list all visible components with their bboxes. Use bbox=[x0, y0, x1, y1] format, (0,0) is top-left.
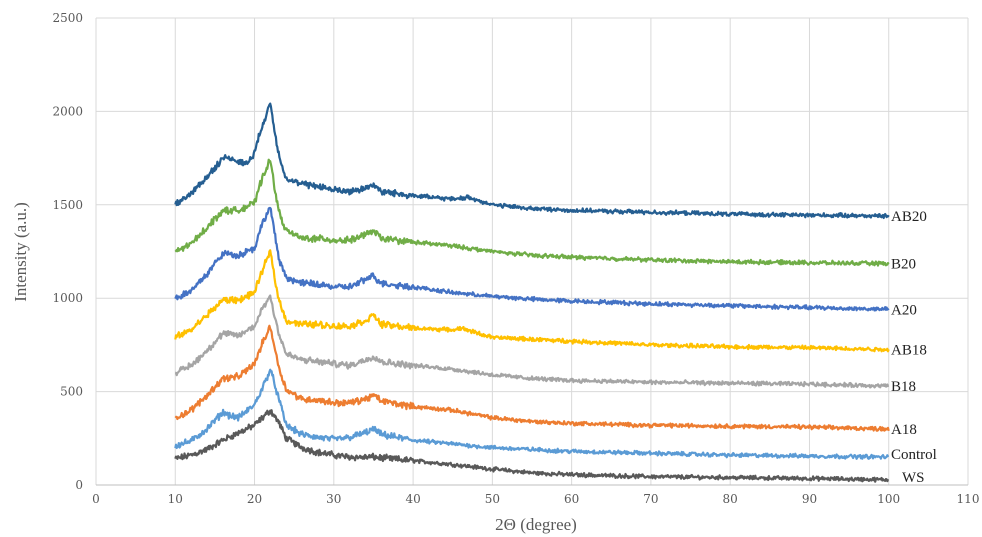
series-label-b18: B18 bbox=[891, 379, 916, 395]
series-label-ab20: AB20 bbox=[891, 209, 927, 225]
x-tick-label: 70 bbox=[643, 492, 658, 506]
axes: 0 10 20 30 40 50 60 70 80 90 100 110 0 500 1000 1500 200… bbox=[52, 11, 979, 506]
x-tick-label: 100 bbox=[877, 492, 900, 506]
series-line-b20 bbox=[174, 158, 890, 267]
series-label-ws: WS bbox=[902, 470, 925, 486]
x-tick-label: 90 bbox=[802, 492, 817, 506]
x-tick-label: 60 bbox=[564, 492, 579, 506]
y-tick-label: 500 bbox=[60, 385, 83, 399]
x-tick-label: 0 bbox=[92, 492, 100, 506]
y-tick-label: 1500 bbox=[52, 198, 83, 212]
series-line-a18 bbox=[174, 324, 890, 432]
series-label-a20: A20 bbox=[891, 302, 917, 318]
series-group bbox=[174, 102, 890, 483]
series-label-a18: A18 bbox=[891, 422, 917, 438]
x-tick-label: 50 bbox=[485, 492, 500, 506]
series-line-a20 bbox=[174, 206, 890, 312]
series-line-ab20 bbox=[174, 102, 890, 220]
series-labels: WS Control A18 B18 AB18 A20 B20 AB20 bbox=[891, 209, 937, 486]
y-tick-label: 0 bbox=[75, 478, 83, 492]
x-tick-label: 30 bbox=[326, 492, 341, 506]
y-axis-title: Intensity (a.u.) bbox=[11, 202, 30, 302]
x-axis-title: 2Θ (degree) bbox=[495, 515, 577, 534]
x-tick-label: 110 bbox=[957, 492, 980, 506]
y-tick-label: 2500 bbox=[52, 11, 83, 25]
x-tick-label: 40 bbox=[405, 492, 420, 506]
series-line-ab18 bbox=[174, 249, 890, 353]
x-tick-label: 80 bbox=[723, 492, 738, 506]
series-line-control bbox=[174, 368, 890, 460]
series-label-b20: B20 bbox=[891, 257, 916, 273]
series-label-control: Control bbox=[891, 447, 937, 463]
y-tick-label: 2000 bbox=[52, 104, 83, 118]
x-tick-label: 10 bbox=[168, 492, 183, 506]
y-tick-label: 1000 bbox=[52, 291, 83, 305]
series-line-ws bbox=[174, 409, 890, 483]
series-label-ab18: AB18 bbox=[891, 343, 927, 359]
series-line-b18 bbox=[174, 294, 890, 389]
x-tick-label: 20 bbox=[247, 492, 262, 506]
